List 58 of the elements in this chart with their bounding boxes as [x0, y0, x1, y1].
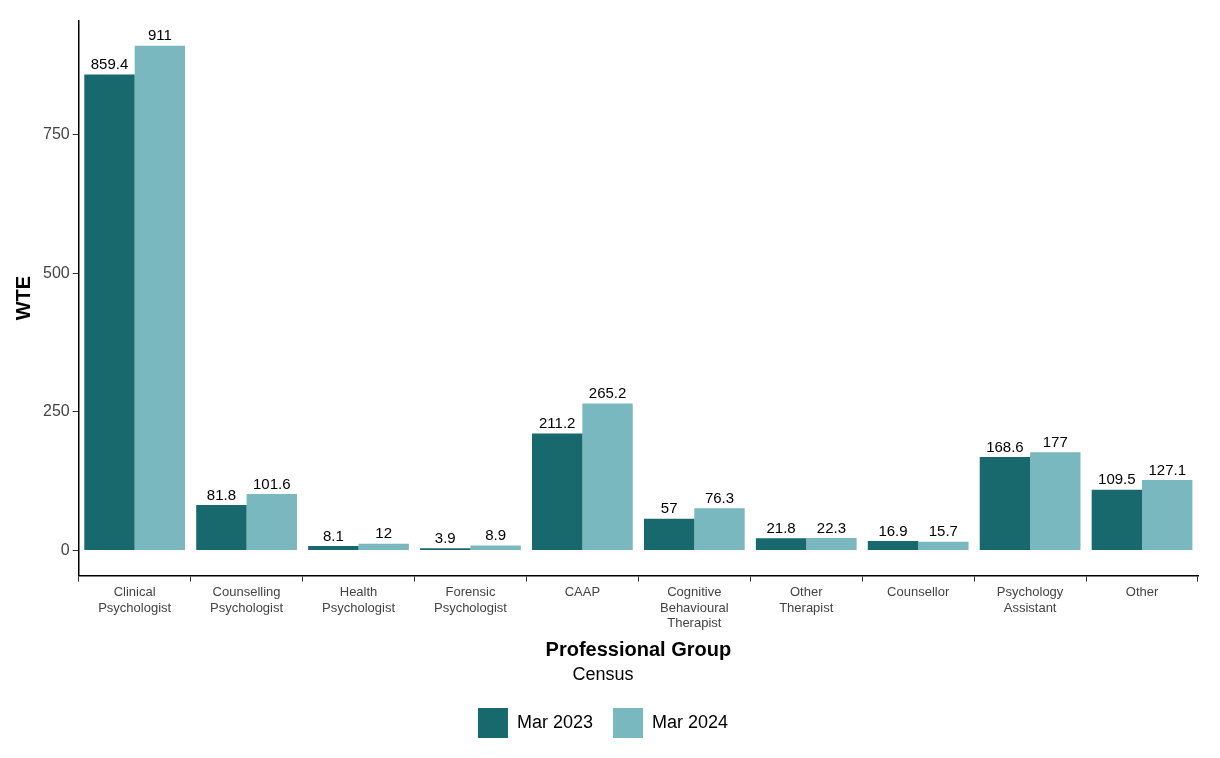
y-tick-label: 250	[42, 402, 70, 420]
x-axis-title: Professional Group	[545, 637, 732, 660]
data-label: 22.3	[816, 518, 847, 536]
bar	[694, 508, 745, 550]
data-label: 109.5	[1098, 470, 1136, 488]
x-tick-label: Counselling Psychologist	[210, 583, 284, 615]
y-axis-title: WTE	[11, 275, 34, 321]
x-tick-label: Other	[1125, 583, 1159, 599]
bar	[867, 541, 919, 550]
data-label: 101.6	[253, 474, 291, 492]
data-label: 16.9	[878, 521, 908, 539]
data-label: 8.9	[485, 526, 507, 544]
y-tick-label: 0	[60, 540, 70, 558]
bar	[918, 541, 969, 550]
data-label: 8.1	[322, 526, 344, 544]
data-label: 177	[1042, 433, 1068, 450]
legend-label: Mar 2024	[652, 711, 729, 732]
x-tick-label: Forensic Psychologist	[433, 583, 508, 615]
x-tick-label: Health Psychologist	[322, 583, 396, 615]
bar	[1030, 452, 1081, 550]
data-label: 57	[660, 499, 678, 517]
legend-label: Mar 2023	[516, 711, 593, 732]
bar	[358, 543, 409, 550]
bar	[532, 433, 583, 550]
data-label: 168.6	[986, 437, 1024, 455]
y-tick-label: 750	[42, 125, 70, 143]
bar	[806, 538, 857, 550]
bar	[643, 518, 695, 550]
bar	[470, 545, 521, 550]
data-label: 211.2	[538, 414, 576, 432]
x-tick-label: Clinical Psychologist	[98, 583, 172, 615]
bar	[196, 505, 247, 550]
bar	[84, 74, 135, 550]
bar	[134, 45, 186, 550]
y-tick-label: 500	[42, 263, 70, 281]
data-label: 265.2	[588, 384, 627, 402]
data-label: 76.3	[704, 488, 735, 506]
data-label: 859.4	[90, 55, 129, 73]
bar	[1091, 489, 1143, 550]
data-label: 3.9	[434, 528, 456, 546]
data-label: 81.8	[206, 485, 237, 503]
data-label: 127.1	[1148, 460, 1186, 478]
bar	[755, 538, 807, 550]
x-tick-label: CAAP	[564, 583, 601, 599]
bar	[1142, 480, 1193, 550]
x-tick-label: Cognitive Behavioural Therapist	[659, 583, 729, 631]
x-tick-label: Other Therapist	[779, 583, 834, 615]
data-label: 911	[147, 26, 172, 44]
x-tick-label: Psychology Assistant	[996, 583, 1064, 615]
data-label: 21.8	[766, 518, 796, 536]
data-label: 12	[375, 524, 393, 542]
bar	[246, 494, 297, 550]
legend-title: Census	[572, 664, 634, 685]
x-tick-label: Counsellor	[887, 583, 950, 599]
bar	[308, 545, 359, 550]
bar	[979, 457, 1031, 550]
data-label: 15.7	[928, 522, 958, 540]
bar	[582, 403, 633, 550]
